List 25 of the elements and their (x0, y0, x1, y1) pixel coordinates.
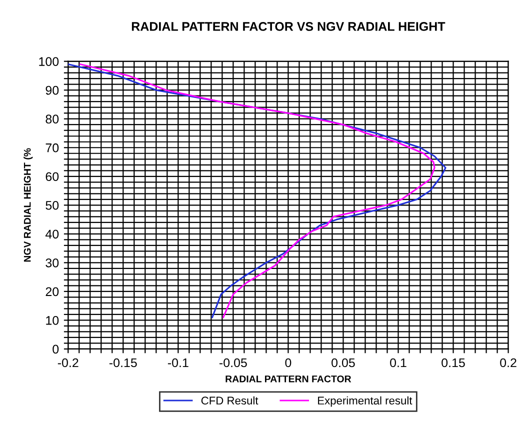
x-tick-label: 0.1 (390, 358, 406, 368)
y-tick-label: 80 (46, 114, 59, 124)
y-tick-label: 30 (46, 258, 59, 268)
y-axis-title: NGV RADIAL HEIGHT (% (24, 148, 33, 262)
chart-title: RADIAL PATTERN FACTOR VS NGV RADIAL HEIGHT (132, 22, 446, 31)
y-tick-label: 100 (39, 57, 59, 66)
y-tick-label: 40 (45, 230, 59, 239)
legend-label: Experimental result (318, 396, 412, 407)
y-tick-label: 0 (52, 344, 59, 354)
x-axis-title: RADIAL PATTERN FACTOR (226, 375, 352, 382)
legend-label: CFD Result (201, 396, 258, 405)
y-tick-label: 50 (46, 200, 59, 210)
x-tick-label: 0.2 (500, 358, 516, 368)
x-tick-label: -0.15 (109, 358, 137, 368)
y-tick-label: 60 (46, 172, 59, 182)
y-tick-label: 10 (46, 316, 59, 325)
x-tick-label: -0.2 (58, 358, 78, 368)
x-tick-label: 0.15 (442, 358, 465, 368)
y-tick-label: 70 (46, 143, 59, 152)
x-tick-label: -0.1 (168, 358, 188, 368)
x-tick-label: -0.05 (219, 358, 247, 368)
y-tick-label: 90 (46, 86, 59, 95)
x-tick-label: 0 (285, 358, 292, 368)
y-tick-label: 20 (46, 287, 59, 296)
x-tick-label: 0.05 (332, 358, 355, 368)
